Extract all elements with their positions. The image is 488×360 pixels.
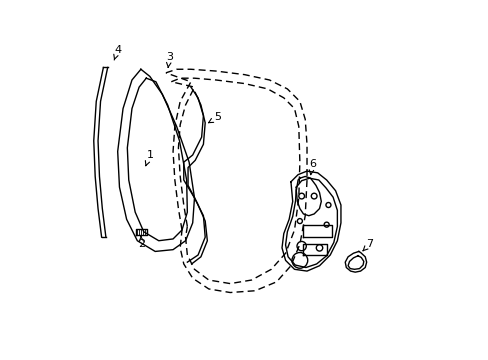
Text: 6: 6 <box>308 159 315 175</box>
Text: 4: 4 <box>114 45 121 60</box>
Text: 1: 1 <box>145 150 153 166</box>
Text: 2: 2 <box>138 237 145 249</box>
Text: 3: 3 <box>165 52 173 67</box>
Text: 5: 5 <box>208 112 221 123</box>
Text: 7: 7 <box>362 239 372 251</box>
